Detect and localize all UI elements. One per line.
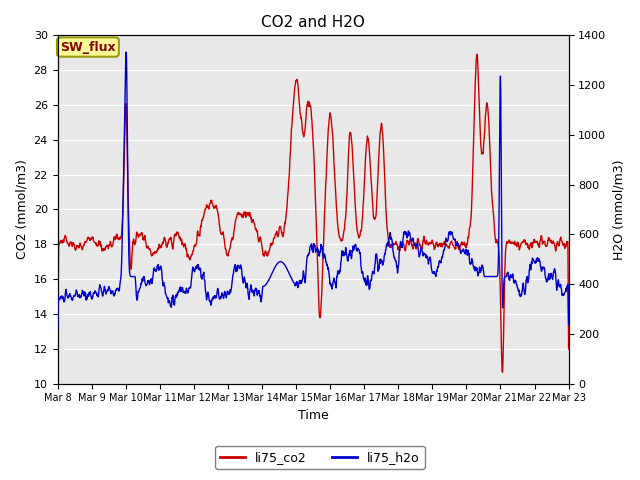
Y-axis label: CO2 (mmol/m3): CO2 (mmol/m3) (15, 159, 28, 259)
Text: SW_flux: SW_flux (60, 40, 116, 54)
Title: CO2 and H2O: CO2 and H2O (261, 15, 365, 30)
Legend: li75_co2, li75_h2o: li75_co2, li75_h2o (215, 446, 425, 469)
X-axis label: Time: Time (298, 409, 328, 422)
Y-axis label: H2O (mmol/m3): H2O (mmol/m3) (612, 159, 625, 260)
